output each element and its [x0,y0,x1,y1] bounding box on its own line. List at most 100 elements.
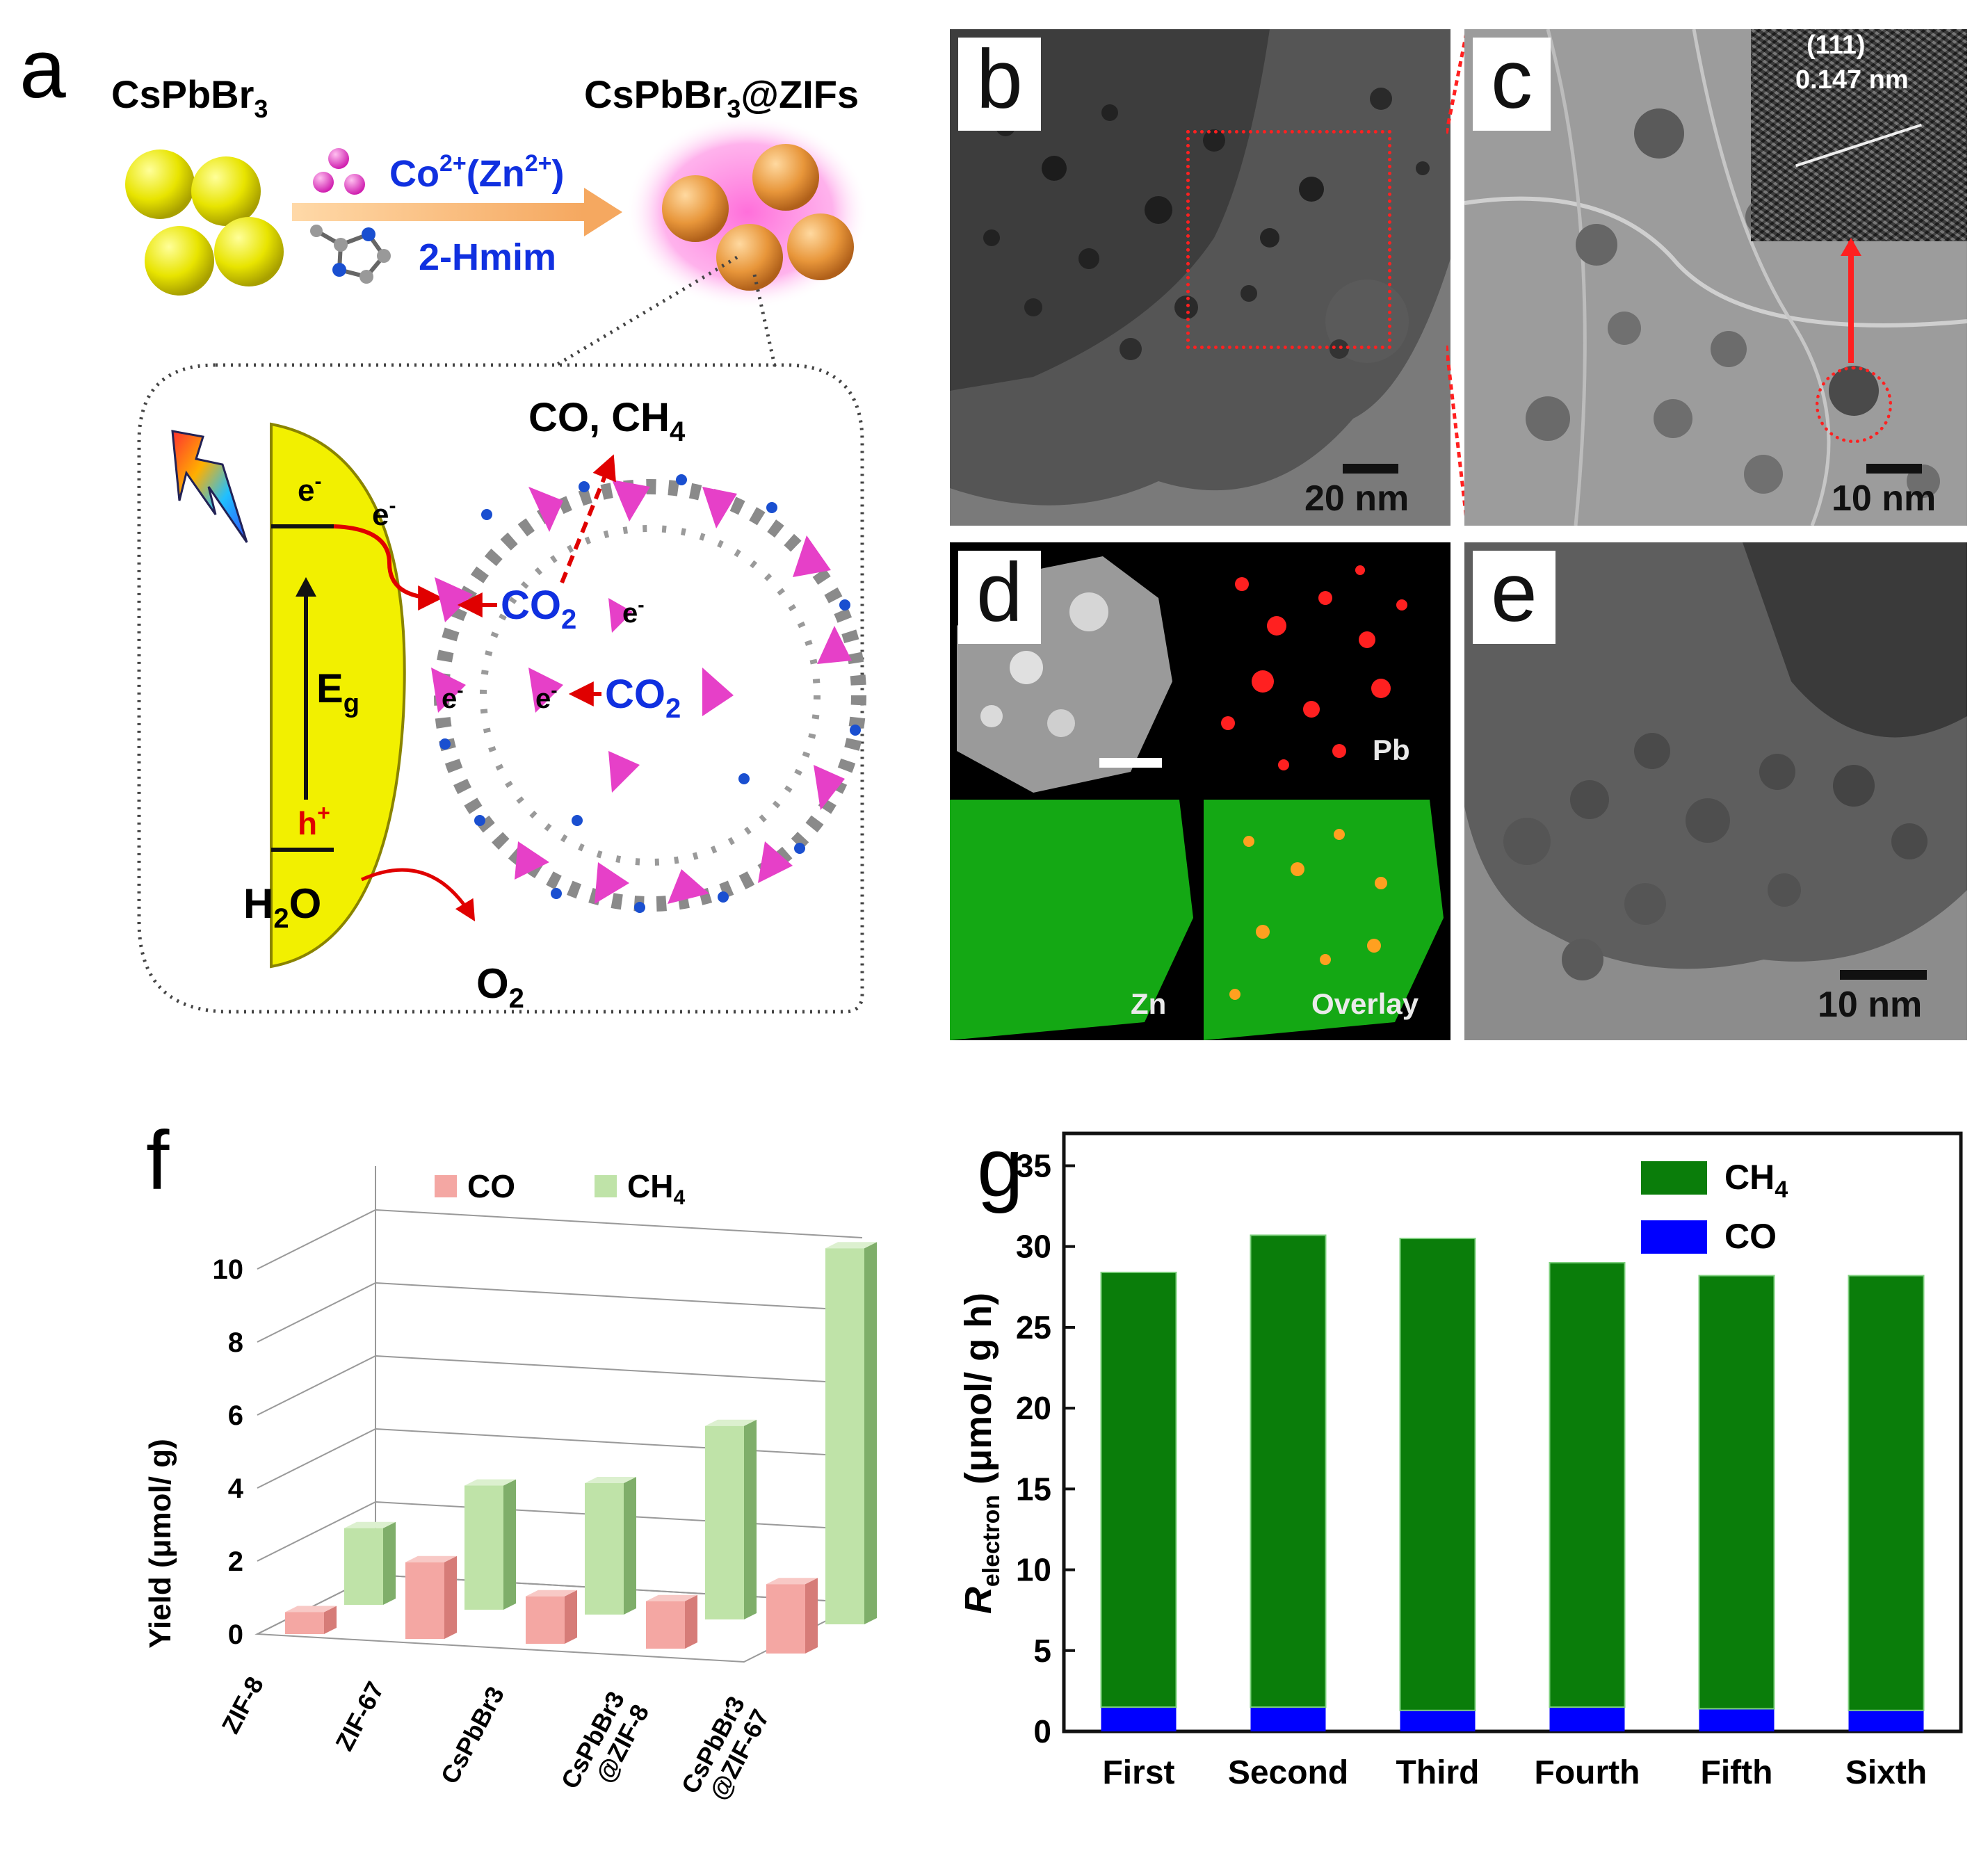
inset-spacing-label: 0.147 nm [1795,65,1909,95]
f-legend-ch4: CH4 [627,1168,685,1209]
g-ylabel: Relectron (μmol/ g h) [957,1293,1005,1614]
g-xtick-label: Second [1228,1754,1348,1791]
f-bar-ch4-top [705,1419,757,1426]
g-ytick-label: 35 [1016,1147,1051,1183]
f-bar-co-side [685,1594,697,1649]
map-label-pb: Pb [1373,734,1410,766]
f-bar-ch4-top [464,1479,516,1486]
f-ylabel: Yield (μmol/ g) [143,1439,177,1649]
zoom-region-box [1186,130,1391,349]
f-bar-co [405,1562,444,1639]
f-grid [254,1166,865,1663]
g-bar-co [1250,1707,1326,1731]
panel-e-letter: e [1473,551,1555,644]
g-bar-co [1101,1707,1177,1731]
reaction-arrow [292,188,622,236]
f-bar-co [766,1584,805,1654]
product-release-arrow [560,454,616,584]
f-gridline-side [257,1209,376,1270]
panel-b-scale-label: 20 nm [1304,478,1409,519]
f-bar-co [526,1596,565,1644]
panel-c-tem-image: c (111) 0.147 nm 10 nm [1464,29,1967,526]
panel-d-letter: d [958,551,1041,644]
zoom-connector-lines [1446,29,1467,526]
g-xtick-label: Third [1396,1754,1480,1791]
cspbbr3-zif-spheres [626,115,869,309]
f-xtick-label: CsPbBr3@ZIF-67 [675,1692,775,1811]
bandgap-label: Eg [316,666,359,718]
g-xticks: First Second Third Fourth Fifth Sixth [1102,1754,1927,1791]
reagent-metal-label: Co2+(Zn2+) [389,150,564,195]
g-plot-frame [1062,1131,1963,1733]
panel-c-letter: c [1473,38,1551,131]
panel-c-scalebar [1866,464,1922,474]
f-ytick-label: 6 [228,1400,243,1431]
f-bar-co-side [565,1590,577,1644]
metal-ion-icon [313,148,365,195]
f-bar-ch4 [585,1483,624,1615]
g-ytick-label: 0 [1033,1713,1051,1749]
f-bar-ch4-side [503,1479,516,1610]
g-bar-ch4 [1848,1275,1925,1711]
g-ytick-label: 20 [1016,1390,1051,1426]
g-bar-co [1549,1707,1625,1731]
reactant-label: CsPbBr3 [111,72,268,123]
f-legend-co: CO [467,1168,515,1204]
water-label: H2O [243,880,321,934]
f-gridline-back [375,1355,863,1384]
g-bar-co [1848,1710,1924,1731]
f-bar-co-top [285,1606,337,1612]
f-bar-ch4 [825,1248,864,1624]
f-xtick-label: ZIF-67 [330,1677,389,1756]
product-label: CsPbBr3@ZIFs [584,72,859,123]
f-gridline-back [375,1209,863,1238]
f-ytick-label: 10 [213,1254,244,1285]
co2-label-1: CO2 [501,583,576,635]
g-bar-ch4 [1549,1261,1626,1708]
cb-electron-label: e- [298,470,321,508]
f-yticks: 0 2 4 6 8 10 [213,1254,244,1650]
imidazole-icon [310,225,391,284]
map-label-zn: Zn [1131,987,1167,1020]
panel-d-texture [950,542,1450,1040]
inset-pointer-head [1841,238,1861,256]
f-xtick-label: CsPbBr3 [435,1682,510,1789]
g-xtick-label: Sixth [1845,1754,1927,1791]
cspbbr3-spheres [125,149,284,296]
f-ytick-label: 4 [228,1473,244,1504]
panel-d-eds-maps: d Pb Zn Overlay [950,542,1450,1040]
panel-e-tem-image: e 10 nm [1464,542,1967,1040]
f-gridline-side [257,1428,376,1489]
g-ytick-label: 10 [1016,1552,1051,1588]
f-gridline-back [375,1428,863,1457]
f-gridline-side [257,1501,376,1562]
electron-transfer-arrow [333,524,444,611]
g-bar-ch4 [1100,1271,1177,1708]
g-xtick-label: Fourth [1535,1754,1640,1791]
panel-b-texture [950,29,1450,526]
g-ytick-label: 15 [1016,1471,1051,1507]
f-bar-ch4-side [864,1242,877,1624]
f-ytick-label: 0 [228,1619,243,1650]
panel-f-letter: f [146,1114,170,1207]
panel-b-tem-image: b 20 nm [950,29,1450,526]
g-xtick-label: Fifth [1701,1754,1773,1791]
zif-electron-1: e- [622,594,645,629]
hole-label: h+ [298,800,330,841]
g-bars [1100,1234,1925,1731]
f-legend: CO CH4 [435,1168,685,1209]
hrtem-inset: (111) 0.147 nm [1751,29,1967,241]
co2-label-2: CO2 [605,672,681,724]
panel-b-scalebar [1343,464,1398,474]
f-bar-ch4 [464,1485,503,1610]
semiconductor-band [270,422,406,969]
g-bar-co [1699,1708,1775,1731]
f-bar-ch4-side [744,1419,757,1619]
reagent-linker-label: 2-Hmim [419,236,556,278]
particle-highlight-circle [1816,366,1892,443]
zoom-guide-left [555,255,738,367]
panel-c-scale-label: 10 nm [1832,478,1937,519]
panel-e-scalebar [1840,970,1927,980]
f-ytick-label: 2 [228,1546,243,1577]
